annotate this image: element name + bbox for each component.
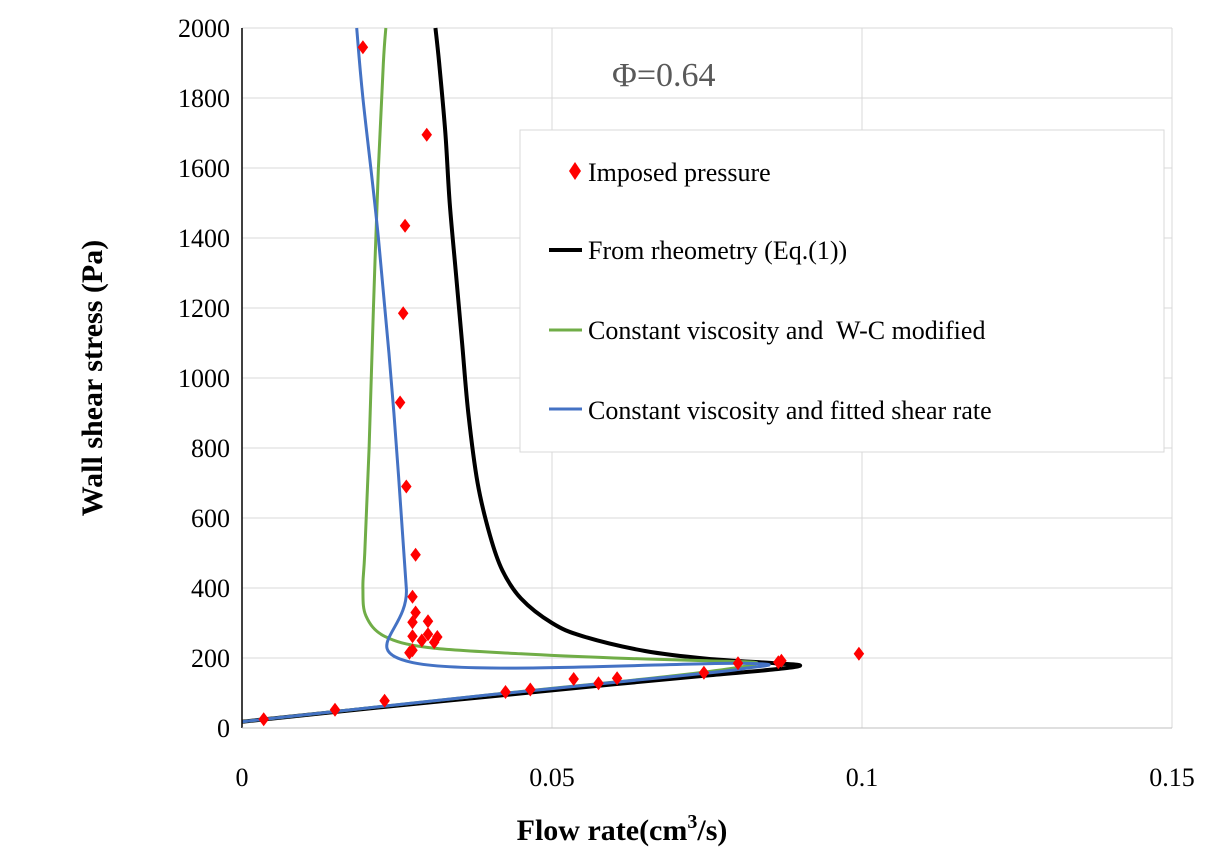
data-point bbox=[397, 306, 409, 321]
data-point bbox=[401, 479, 412, 494]
data-point bbox=[776, 653, 787, 668]
phi-annotation: Φ=0.64 bbox=[612, 57, 716, 94]
data-point bbox=[329, 702, 341, 717]
series-lines bbox=[241, 27, 803, 724]
legend-box bbox=[519, 129, 1165, 453]
legend-label-wc-modified: Constant viscosity and W-C modified bbox=[588, 316, 985, 345]
legend: Imposed pressure From rheometry (Eq.(1))… bbox=[519, 129, 1165, 453]
y-tick-label: 1600 bbox=[178, 154, 230, 183]
data-point bbox=[407, 629, 418, 644]
data-point bbox=[416, 633, 428, 648]
y-tick-label: 1400 bbox=[178, 224, 230, 253]
x-tick-label: 0.1 bbox=[846, 763, 879, 792]
data-point bbox=[407, 589, 418, 604]
y-tick-label: 1800 bbox=[178, 84, 230, 113]
data-point bbox=[853, 646, 865, 661]
data-point bbox=[357, 40, 369, 55]
legend-marker-imposed-pressure bbox=[569, 162, 581, 180]
x-axis-title-tail: /s) bbox=[696, 814, 727, 847]
series-line-rheometry bbox=[241, 27, 803, 724]
x-tick-labels: 0 0.05 0.1 0.15 bbox=[236, 763, 1195, 792]
data-point bbox=[258, 712, 269, 727]
data-point bbox=[379, 693, 390, 708]
data-point bbox=[525, 682, 536, 697]
x-axis-title-superscript: 3 bbox=[687, 811, 697, 833]
data-point bbox=[410, 605, 421, 620]
y-tick-label: 1200 bbox=[178, 294, 230, 323]
y-tick-label: 800 bbox=[191, 434, 230, 463]
series-line-fitted-shear-rate bbox=[241, 27, 771, 724]
data-point bbox=[611, 671, 623, 686]
y-tick-label: 400 bbox=[191, 574, 230, 603]
data-point bbox=[394, 395, 406, 410]
y-tick-labels: 0 200 400 600 800 1000 1200 1400 1600 1800 2000 bbox=[178, 14, 230, 743]
x-axis-title: Flow rate(cm3/s) bbox=[517, 811, 728, 847]
data-point bbox=[593, 676, 604, 691]
y-tick-label: 2000 bbox=[178, 14, 230, 43]
data-point bbox=[698, 665, 710, 680]
data-point bbox=[732, 656, 744, 671]
data-point bbox=[432, 630, 443, 644]
data-point bbox=[407, 643, 418, 658]
data-point bbox=[500, 684, 511, 699]
x-tick-label: 0 bbox=[236, 763, 249, 792]
y-axis-title: Wall shear stress (Pa) bbox=[76, 240, 109, 516]
scatter-points bbox=[258, 40, 865, 727]
y-tick-label: 1000 bbox=[178, 364, 230, 393]
legend-label-imposed-pressure: Imposed pressure bbox=[588, 158, 771, 187]
data-point bbox=[421, 127, 433, 142]
data-point bbox=[422, 627, 434, 642]
y-tick-label: 200 bbox=[191, 644, 230, 673]
x-tick-label: 0.15 bbox=[1149, 763, 1195, 792]
data-point bbox=[568, 672, 579, 686]
y-tick-label: 600 bbox=[191, 504, 230, 533]
data-point bbox=[422, 614, 434, 629]
axes bbox=[241, 28, 1172, 729]
x-tick-label: 0.05 bbox=[529, 763, 575, 792]
x-axis-title-main: Flow rate(cm bbox=[517, 814, 688, 847]
legend-label-fitted-shear-rate: Constant viscosity and fitted shear rate bbox=[588, 396, 992, 425]
legend-label-rheometry: From rheometry (Eq.(1)) bbox=[588, 236, 847, 265]
data-point bbox=[399, 218, 411, 233]
data-point bbox=[410, 547, 421, 562]
y-tick-label: 0 bbox=[217, 714, 230, 743]
